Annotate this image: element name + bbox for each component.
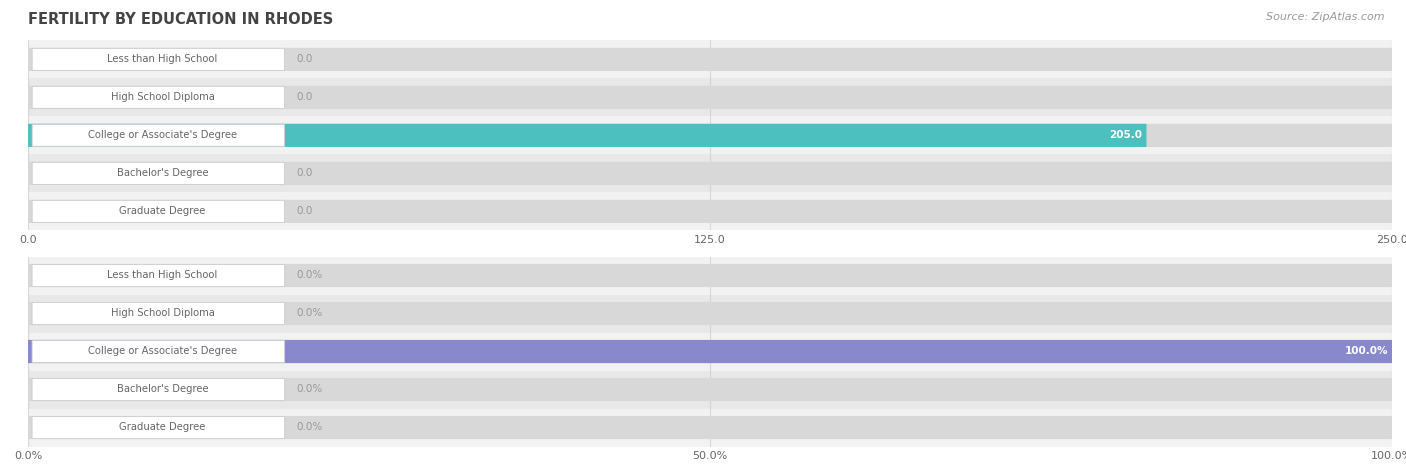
- Text: Less than High School: Less than High School: [107, 270, 218, 281]
- Text: High School Diploma: High School Diploma: [111, 92, 214, 103]
- FancyBboxPatch shape: [28, 340, 1392, 363]
- Text: 0.0: 0.0: [297, 168, 314, 179]
- Text: Less than High School: Less than High School: [107, 54, 218, 65]
- FancyBboxPatch shape: [28, 416, 1392, 439]
- FancyBboxPatch shape: [28, 200, 1392, 223]
- Bar: [28, 370, 1392, 408]
- FancyBboxPatch shape: [32, 379, 284, 400]
- FancyBboxPatch shape: [32, 417, 284, 438]
- FancyBboxPatch shape: [32, 162, 284, 184]
- FancyBboxPatch shape: [28, 302, 1392, 325]
- Text: 0.0: 0.0: [297, 54, 314, 65]
- Text: 0.0%: 0.0%: [297, 384, 323, 395]
- Text: Bachelor's Degree: Bachelor's Degree: [117, 168, 208, 179]
- Text: Bachelor's Degree: Bachelor's Degree: [117, 384, 208, 395]
- Bar: [28, 78, 1392, 116]
- FancyBboxPatch shape: [28, 378, 1392, 401]
- FancyBboxPatch shape: [32, 86, 284, 108]
- FancyBboxPatch shape: [32, 200, 284, 222]
- Text: 0.0%: 0.0%: [297, 422, 323, 433]
- FancyBboxPatch shape: [32, 341, 284, 362]
- Text: 100.0%: 100.0%: [1344, 346, 1388, 357]
- Text: 0.0%: 0.0%: [297, 270, 323, 281]
- FancyBboxPatch shape: [32, 48, 284, 70]
- Text: FERTILITY BY EDUCATION IN RHODES: FERTILITY BY EDUCATION IN RHODES: [28, 12, 333, 27]
- Bar: [28, 192, 1392, 230]
- FancyBboxPatch shape: [28, 124, 1146, 147]
- FancyBboxPatch shape: [28, 124, 1392, 147]
- FancyBboxPatch shape: [28, 264, 1392, 287]
- FancyBboxPatch shape: [28, 86, 1392, 109]
- Text: 0.0%: 0.0%: [297, 308, 323, 319]
- Text: 0.0: 0.0: [297, 92, 314, 103]
- Text: College or Associate's Degree: College or Associate's Degree: [89, 130, 238, 141]
- FancyBboxPatch shape: [32, 265, 284, 286]
- Bar: [28, 116, 1392, 154]
- FancyBboxPatch shape: [28, 48, 1392, 71]
- FancyBboxPatch shape: [32, 303, 284, 324]
- Bar: [28, 408, 1392, 446]
- Bar: [28, 256, 1392, 294]
- FancyBboxPatch shape: [28, 162, 1392, 185]
- Bar: [28, 40, 1392, 78]
- FancyBboxPatch shape: [32, 124, 284, 146]
- Text: College or Associate's Degree: College or Associate's Degree: [89, 346, 238, 357]
- Text: 205.0: 205.0: [1109, 130, 1142, 141]
- Text: 0.0: 0.0: [297, 206, 314, 217]
- Bar: [28, 294, 1392, 332]
- Bar: [28, 154, 1392, 192]
- FancyBboxPatch shape: [28, 340, 1392, 363]
- Text: Source: ZipAtlas.com: Source: ZipAtlas.com: [1267, 12, 1385, 22]
- Text: High School Diploma: High School Diploma: [111, 308, 214, 319]
- Bar: [28, 332, 1392, 371]
- Text: Graduate Degree: Graduate Degree: [120, 422, 205, 433]
- Text: Graduate Degree: Graduate Degree: [120, 206, 205, 217]
